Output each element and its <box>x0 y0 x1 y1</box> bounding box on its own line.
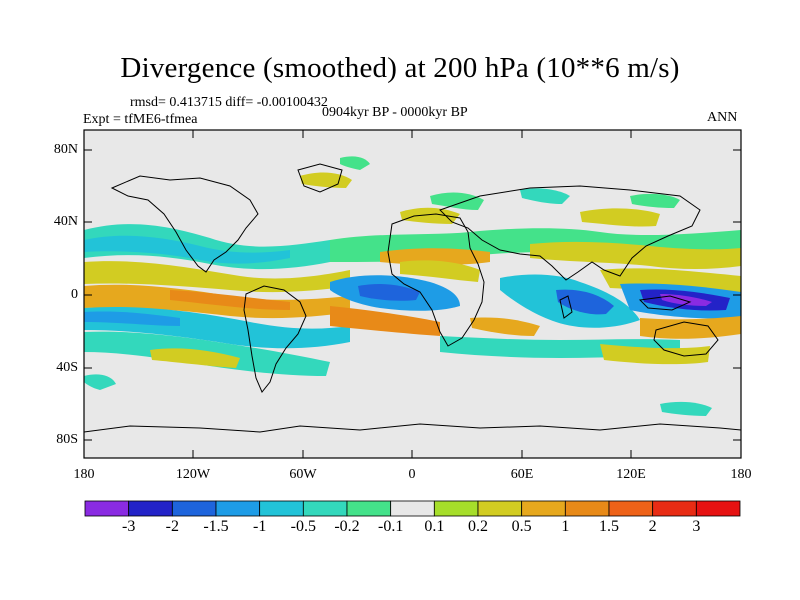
field-patch <box>600 344 710 365</box>
field-patch <box>300 172 352 188</box>
x-tick-label: 180 <box>730 467 752 482</box>
colorbar-tick-label: -0.5 <box>290 518 316 535</box>
field-patch <box>400 207 460 224</box>
colorbar-tick-label: -2 <box>165 518 179 535</box>
colorbar-box <box>84 500 130 517</box>
y-tick-label: 80N <box>53 142 78 157</box>
x-tick-label: 120W <box>175 467 211 482</box>
y-tick-label: 40S <box>56 360 78 375</box>
colorbar <box>84 500 741 517</box>
colorbar-tick-label: 3 <box>692 518 701 535</box>
y-axis-ticks <box>84 149 741 441</box>
colorbar-box <box>215 500 261 517</box>
x-tick-label: 60E <box>510 467 534 482</box>
field-patch <box>556 289 614 315</box>
colorbar-box <box>259 500 304 517</box>
field-patch <box>84 374 116 390</box>
colorbar-tick-label: -0.2 <box>334 518 360 535</box>
colorbar-box <box>564 500 610 517</box>
field-patch <box>358 284 420 301</box>
plot-title: Divergence (smoothed) at 200 hPa (10**6 … <box>120 52 680 84</box>
field-patch <box>170 290 290 310</box>
colorbar-tick-label: -3 <box>121 518 136 535</box>
colorbar-tick-label: 0.5 <box>511 518 532 535</box>
field-patch <box>84 261 350 293</box>
field-patch <box>640 316 741 339</box>
field-patch <box>520 188 570 204</box>
x-tick-label: 60W <box>289 467 317 482</box>
x-axis-ticks <box>83 130 742 458</box>
colorbar-box <box>302 500 348 517</box>
colorbar-tick-label: 1.5 <box>599 518 619 535</box>
colorbar-box <box>477 500 523 517</box>
colorbar-tick-label: 0.2 <box>468 518 488 535</box>
colorbar-box <box>171 500 217 517</box>
y-tick-label: 40N <box>53 214 78 229</box>
field-patch <box>84 235 290 264</box>
colorbar-box <box>695 500 741 517</box>
x-tick-label: 120E <box>616 467 646 482</box>
field-patch <box>580 208 660 227</box>
y-tick-label: 0 <box>71 287 78 302</box>
map-field <box>84 130 741 458</box>
colorbar-box <box>390 500 435 517</box>
colorbar-tick-label: -1.5 <box>203 518 229 535</box>
colorbar-tick-label: 0.1 <box>424 518 445 535</box>
colorbar-box <box>346 500 392 517</box>
field-patch <box>380 248 490 265</box>
x-tick-label: 180 <box>73 467 95 482</box>
field-patch <box>84 311 180 326</box>
colorbar-box <box>652 500 697 517</box>
colorbar-tick-label: -1 <box>252 518 267 535</box>
season-label: ANN <box>707 110 738 125</box>
field-patch <box>630 193 680 208</box>
period-label: 0904kyr BP - 0000kyr BP <box>322 105 468 120</box>
field-patch <box>660 401 712 416</box>
experiment-label: Expt = tfME6-tfmea <box>83 112 198 127</box>
colorbar-box <box>608 500 654 517</box>
colorbar-box <box>128 500 173 517</box>
stats-label: rmsd= 0.413715 diff= -0.00100432 <box>130 95 328 110</box>
colorbar-tick-label: 1 <box>561 518 570 535</box>
field-patch <box>400 260 480 282</box>
field-patch <box>430 192 484 210</box>
field-patch <box>340 156 370 170</box>
colorbar-tick-label: 2 <box>648 518 657 535</box>
y-tick-label: 80S <box>56 432 78 447</box>
x-tick-label: 0 <box>408 467 416 482</box>
coastlines <box>84 163 741 433</box>
colorbar-box <box>433 500 479 517</box>
field-patch <box>150 348 240 368</box>
colorbar-tick-label: -0.1 <box>377 518 404 535</box>
colorbar-box <box>521 500 566 517</box>
field-patch <box>330 306 440 336</box>
field-patch <box>470 317 540 336</box>
